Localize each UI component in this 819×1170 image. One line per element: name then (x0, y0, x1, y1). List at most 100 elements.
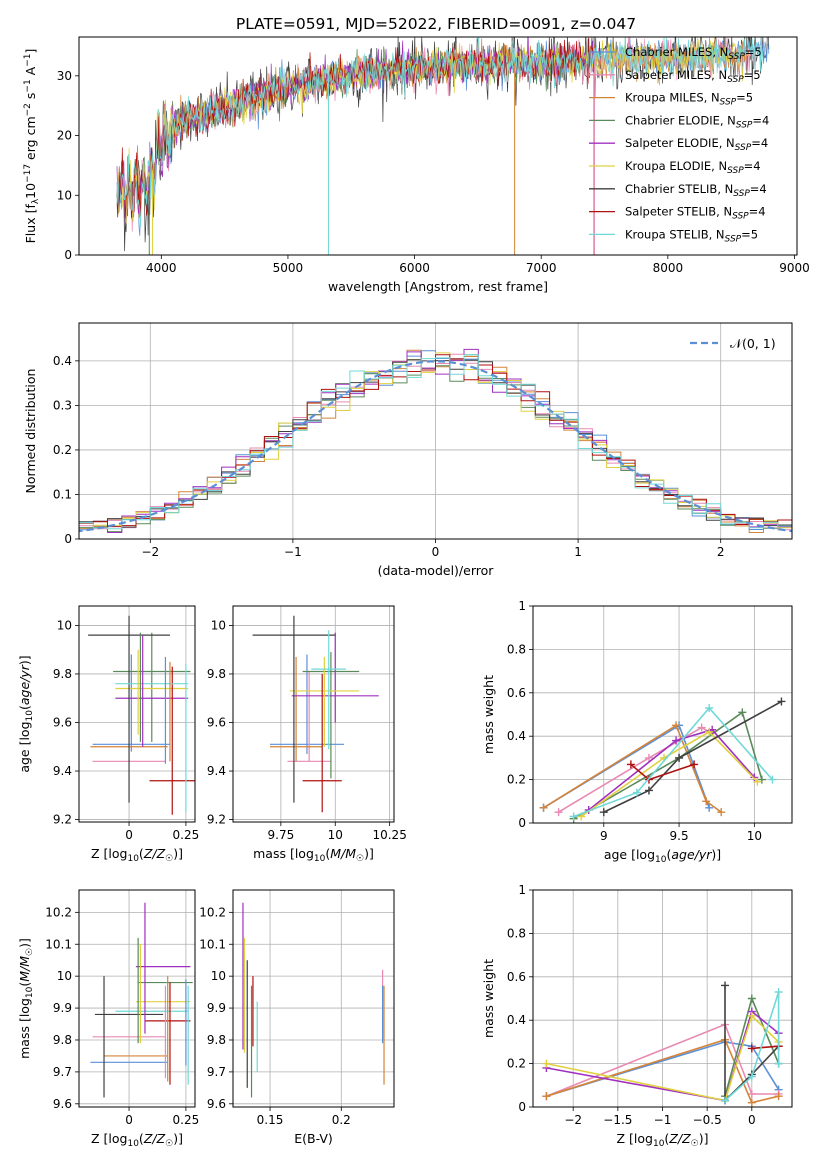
data-point (705, 803, 714, 812)
y-tick-label: 10 (57, 969, 72, 983)
data-point (757, 775, 766, 784)
x-axis-label: Z [log10(Z/Z☉)] (91, 846, 183, 864)
age-vs-Z-panel: 0 0.25 9.2 9.4 9.6 9.8 10 Z [log10(Z/Z☉)] age [l… (17, 605, 199, 864)
residual-hist-panel: −2 −1 0 1 2 0 0.1 0.2 0.3 0.4 (data-model)/error No… (23, 322, 793, 578)
y-tick-label: 0.1 (53, 487, 72, 501)
y-tick-label: 9.7 (207, 1065, 226, 1079)
y-tick-label: 9.2 (53, 813, 72, 827)
y-tick-label: 30 (57, 69, 72, 83)
data-point (721, 1096, 730, 1105)
massweight-vs-age-panel: 9 9.5 10 0 0.2 0.4 0.6 0.8 1 age [log10(age/yr)] m… (481, 599, 793, 865)
y-axis-label: mass weight (481, 675, 496, 754)
x-tick-label: −1 (654, 1113, 672, 1127)
spectrum-panel: 4000 5000 6000 7000 8000 9000 0 10 20 30 wavelengt… (23, 36, 810, 294)
legend-entry: 𝒩(0, 1) (730, 336, 776, 351)
x-tick-label: 6000 (399, 261, 430, 275)
mass-weight-series (546, 1014, 780, 1102)
x-tick-label: 0.15 (257, 1113, 284, 1127)
data-point (599, 808, 608, 817)
y-tick-label: 10 (57, 618, 72, 632)
y-tick-label: 10.1 (45, 937, 72, 951)
age-vs-Z-plot-area (88, 615, 195, 815)
axes-frame (78, 605, 196, 823)
axes-frame (78, 322, 793, 540)
data-point (626, 760, 635, 769)
x-tick-label: 0 (125, 1113, 133, 1127)
residual-hist-plot-area (79, 348, 792, 533)
y-tick-label: 9.6 (53, 715, 72, 729)
data-point (697, 723, 706, 732)
mass-weight-series (558, 726, 710, 813)
y-tick-label: 9.4 (207, 764, 226, 778)
y-tick-label: 9.9 (207, 1001, 226, 1015)
massweight-vs-Z-panel: −2 −1.5 −1 −0.5 0 0 0.2 0.4 0.6 0.8 1 Z [log10(Z/Z☉… (481, 883, 793, 1149)
x-tick-label: 4000 (146, 261, 177, 275)
data-point (705, 703, 714, 712)
x-tick-label: 0.2 (332, 1113, 351, 1127)
y-tick-label: 0.6 (507, 686, 526, 700)
x-tick-label: 0 (125, 828, 133, 842)
data-point (738, 708, 747, 717)
legend-entry: Salpeter ELODIE, NSSP=4 (625, 136, 768, 153)
axes-frame (232, 605, 395, 823)
spectrum-line (116, 37, 764, 228)
data-point (747, 1098, 756, 1107)
y-tick-label: 10 (211, 969, 226, 983)
mass-weight-series (543, 724, 722, 813)
y-axis-label: mass weight (481, 959, 496, 1038)
data-point (717, 808, 726, 817)
data-point (672, 736, 681, 745)
data-point (675, 753, 684, 762)
axes-frame (78, 889, 196, 1108)
y-tick-label: 9.6 (207, 715, 226, 729)
x-tick-label: 0.25 (173, 1113, 200, 1127)
x-axis-label: wavelength [Angstrom, rest frame] (328, 279, 548, 294)
data-point (542, 1092, 551, 1101)
legend-entry: Kroupa ELODIE, NSSP=4 (625, 159, 761, 176)
y-tick-label: 0 (518, 816, 526, 830)
x-tick-label: 9.5 (670, 829, 689, 843)
legend-entry: Salpeter STELIB, NSSP=4 (625, 205, 766, 222)
legend-entry: Kroupa STELIB, NSSP=5 (625, 227, 758, 244)
mass-weight-series (573, 706, 773, 818)
y-tick-label: 0.2 (507, 1057, 526, 1071)
mass-weight-series (573, 710, 763, 820)
data-point (747, 1011, 756, 1020)
x-tick-label: 2 (717, 545, 725, 559)
x-tick-label: 5000 (273, 261, 304, 275)
age-vs-mass-plot-area (252, 615, 379, 813)
legend-entry: Salpeter MILES, NSSP=5 (625, 68, 761, 85)
y-tick-label: 0.4 (53, 354, 72, 368)
data-point (644, 753, 653, 762)
y-tick-label: 1 (518, 599, 526, 613)
mass-vs-Z-plot-area (90, 902, 193, 1098)
y-tick-label: 0 (518, 1100, 526, 1114)
data-point (542, 1059, 551, 1068)
legend-entry: Kroupa MILES, NSSP=5 (625, 91, 753, 108)
y-tick-label: 9.6 (53, 1097, 72, 1111)
y-tick-label: 9.4 (53, 764, 72, 778)
y-tick-label: 0.8 (507, 926, 526, 940)
x-tick-label: −0.5 (693, 1113, 722, 1127)
axes-frame (532, 605, 793, 824)
y-tick-label: 0.4 (507, 1013, 526, 1027)
y-tick-label: 0.2 (507, 773, 526, 787)
y-tick-label: 9.6 (207, 1097, 226, 1111)
mass-vs-Z-panel: 0 0.25 9.6 9.7 9.8 9.9 10 10.1 10.2 Z [log10(Z/Z☉… (17, 889, 200, 1149)
x-tick-label: 10 (747, 829, 762, 843)
mass-weight-series (546, 1041, 780, 1097)
y-tick-label: 10.2 (45, 905, 72, 919)
spectrum-legend: Chabrier MILES, NSSP=5 Salpeter MILES, NS… (589, 45, 769, 244)
y-tick-label: 10 (211, 618, 226, 632)
x-tick-label: 7000 (526, 261, 557, 275)
y-axis-label: Normed distribution (23, 369, 38, 494)
mass-vs-EBV-plot-area (242, 902, 385, 1098)
y-tick-label: 9.8 (53, 1033, 72, 1047)
x-tick-label: 0 (748, 1113, 756, 1127)
y-tick-label: 9.8 (207, 667, 226, 681)
y-tick-label: 9.8 (53, 667, 72, 681)
data-point (569, 812, 578, 821)
y-tick-label: 0 (64, 532, 72, 546)
y-tick-label: 9.2 (207, 813, 226, 827)
data-point (774, 987, 783, 996)
